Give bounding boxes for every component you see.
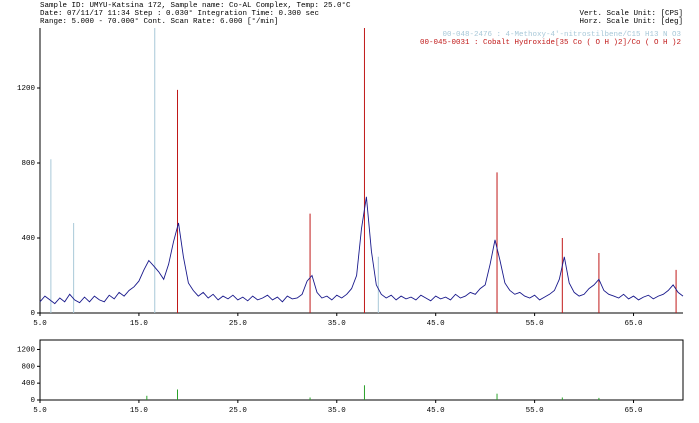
header-line: Sample ID: UMYU-Katsina 172, Sample name… bbox=[40, 1, 351, 10]
x-tick-label: 55.0 bbox=[526, 320, 545, 328]
x-tick-label: 15.0 bbox=[130, 320, 149, 328]
legend-entry: 00-048-2476 : 4-Methoxy-4'-nitrostilbene… bbox=[442, 31, 681, 39]
y-tick-label: 800 bbox=[21, 363, 35, 371]
x-tick-label: 55.0 bbox=[526, 407, 545, 415]
x-tick-label: 65.0 bbox=[625, 407, 644, 415]
x-tick-label: 15.0 bbox=[130, 407, 149, 415]
x-tick-label: 25.0 bbox=[229, 320, 248, 328]
header-line: Horz. Scale Unit: [deg] bbox=[579, 18, 683, 26]
y-tick-label: 1200 bbox=[17, 85, 36, 93]
legend-entry: 00-045-0031 : Cobalt Hydroxide[35 Co ( O… bbox=[420, 39, 681, 47]
x-tick-label: 45.0 bbox=[427, 407, 446, 415]
y-tick-label: 400 bbox=[21, 380, 35, 388]
x-tick-label: 65.0 bbox=[625, 320, 644, 328]
x-tick-label: 35.0 bbox=[328, 407, 347, 415]
x-tick-label: 5.0 bbox=[33, 407, 47, 415]
header-line: Vert. Scale Unit: [CPS] bbox=[579, 10, 683, 18]
scan-line bbox=[39, 196, 684, 305]
y-tick-label: 400 bbox=[21, 235, 35, 243]
y-tick-label: 800 bbox=[21, 160, 35, 168]
y-tick-label: 0 bbox=[30, 397, 35, 405]
header-line: Range: 5.000 - 70.000° Cont. Scan Rate: … bbox=[40, 17, 279, 26]
x-tick-label: 5.0 bbox=[33, 320, 47, 328]
lower-frame bbox=[39, 339, 684, 401]
y-tick-label: 0 bbox=[30, 310, 35, 318]
x-tick-label: 45.0 bbox=[427, 320, 446, 328]
y-tick-label: 1200 bbox=[17, 346, 36, 354]
x-tick-label: 25.0 bbox=[229, 407, 248, 415]
x-tick-label: 35.0 bbox=[328, 320, 347, 328]
header-line: Date: 07/11/17 11:34 Step : 0.030° Integ… bbox=[40, 9, 319, 18]
